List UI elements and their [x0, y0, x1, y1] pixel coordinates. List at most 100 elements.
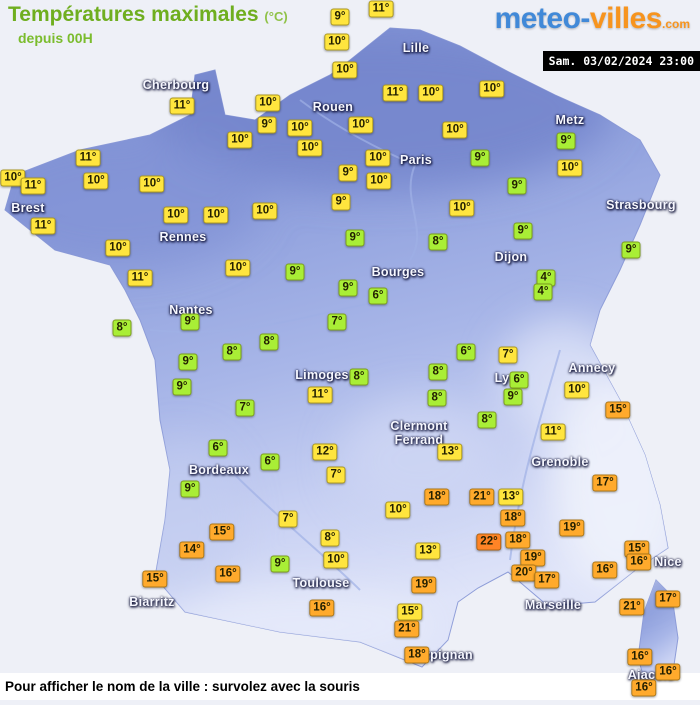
temp-badge[interactable]: 11°: [368, 0, 394, 18]
temp-badge[interactable]: 9°: [330, 8, 350, 26]
temp-badge[interactable]: 7°: [326, 466, 346, 484]
temp-badge[interactable]: 9°: [285, 263, 305, 281]
temp-badge[interactable]: 8°: [259, 333, 279, 351]
temp-badge[interactable]: 13°: [437, 443, 463, 461]
temp-badge[interactable]: 16°: [655, 663, 681, 681]
temp-badge[interactable]: 8°: [427, 389, 447, 407]
temp-badge[interactable]: 13°: [415, 542, 441, 560]
temp-badge[interactable]: 9°: [180, 480, 200, 498]
temp-badge[interactable]: 9°: [507, 177, 527, 195]
temp-badge[interactable]: 15°: [142, 570, 168, 588]
temp-badge[interactable]: 7°: [278, 510, 298, 528]
temp-badge[interactable]: 10°: [203, 206, 229, 224]
temp-badge[interactable]: 21°: [394, 620, 420, 638]
temp-badge[interactable]: 10°: [332, 61, 358, 79]
temp-badge[interactable]: 10°: [105, 239, 131, 257]
temp-badge[interactable]: 7°: [327, 313, 347, 331]
temp-badge[interactable]: 11°: [540, 423, 566, 441]
temp-badge[interactable]: 9°: [178, 353, 198, 371]
temp-badge[interactable]: 11°: [30, 217, 56, 235]
temp-badge[interactable]: 10°: [365, 149, 391, 167]
temp-badge[interactable]: 10°: [479, 80, 505, 98]
temp-badge[interactable]: 10°: [225, 259, 251, 277]
temp-badge[interactable]: 9°: [621, 241, 641, 259]
temp-badge[interactable]: 10°: [83, 172, 109, 190]
temp-badge[interactable]: 10°: [297, 139, 323, 157]
temp-badge[interactable]: 9°: [338, 279, 358, 297]
temp-badge[interactable]: 10°: [252, 202, 278, 220]
temp-badge[interactable]: 10°: [442, 121, 468, 139]
temp-badge[interactable]: 15°: [605, 401, 631, 419]
temp-badge[interactable]: 9°: [270, 555, 290, 573]
temp-badge[interactable]: 11°: [20, 177, 46, 195]
temp-badge[interactable]: 11°: [382, 84, 408, 102]
temp-badge[interactable]: 17°: [592, 474, 618, 492]
temp-badge[interactable]: 16°: [627, 648, 653, 666]
temp-badge[interactable]: 6°: [509, 371, 529, 389]
temp-badge[interactable]: 9°: [470, 149, 490, 167]
temp-badge[interactable]: 16°: [309, 599, 335, 617]
temp-badge[interactable]: 16°: [626, 553, 652, 571]
temp-badge[interactable]: 10°: [564, 381, 590, 399]
temp-badge[interactable]: 9°: [513, 222, 533, 240]
temp-badge[interactable]: 6°: [368, 287, 388, 305]
temp-badge[interactable]: 13°: [498, 488, 524, 506]
temp-badge[interactable]: 9°: [257, 116, 277, 134]
temp-badge[interactable]: 12°: [312, 443, 338, 461]
temp-badge[interactable]: 10°: [366, 172, 392, 190]
temp-badge[interactable]: 10°: [255, 94, 281, 112]
temp-badge[interactable]: 8°: [349, 368, 369, 386]
temp-badge[interactable]: 8°: [428, 363, 448, 381]
temp-badge[interactable]: 11°: [307, 386, 333, 404]
temp-badge[interactable]: 10°: [449, 199, 475, 217]
temp-badge[interactable]: 8°: [320, 529, 340, 547]
temp-badge[interactable]: 15°: [397, 603, 423, 621]
temp-badge[interactable]: 10°: [139, 175, 165, 193]
temp-badge[interactable]: 19°: [520, 549, 546, 567]
temp-badge[interactable]: 10°: [163, 206, 189, 224]
temp-badge[interactable]: 21°: [469, 488, 495, 506]
temp-badge[interactable]: 20°: [511, 564, 537, 582]
temp-badge[interactable]: 14°: [179, 541, 205, 559]
temp-badge[interactable]: 9°: [503, 388, 523, 406]
temp-badge[interactable]: 7°: [235, 399, 255, 417]
temp-badge[interactable]: 10°: [227, 131, 253, 149]
temp-badge[interactable]: 9°: [180, 313, 200, 331]
temp-badge[interactable]: 7°: [498, 346, 518, 364]
temp-badge[interactable]: 15°: [209, 523, 235, 541]
temp-badge[interactable]: 16°: [592, 561, 618, 579]
meteo-villes-logo[interactable]: meteo-villes.com: [495, 2, 690, 36]
temp-badge[interactable]: 4°: [533, 283, 553, 301]
temp-badge[interactable]: 19°: [559, 519, 585, 537]
temp-badge[interactable]: 22°: [476, 533, 502, 551]
temp-badge[interactable]: 9°: [172, 378, 192, 396]
temp-badge[interactable]: 18°: [424, 488, 450, 506]
temp-badge[interactable]: 17°: [655, 590, 681, 608]
temp-badge[interactable]: 10°: [324, 33, 350, 51]
temp-badge[interactable]: 9°: [556, 132, 576, 150]
temp-badge[interactable]: 16°: [631, 679, 657, 697]
temp-badge[interactable]: 18°: [404, 646, 430, 664]
temp-badge[interactable]: 19°: [411, 576, 437, 594]
temp-badge[interactable]: 15°: [624, 540, 650, 558]
temp-badge[interactable]: 6°: [208, 439, 228, 457]
temp-badge[interactable]: 18°: [505, 531, 531, 549]
temp-badge[interactable]: 10°: [323, 551, 349, 569]
temp-badge[interactable]: 8°: [222, 343, 242, 361]
temp-badge[interactable]: 17°: [534, 571, 560, 589]
temp-badge[interactable]: 10°: [385, 501, 411, 519]
temp-badge[interactable]: 10°: [0, 169, 26, 187]
temp-badge[interactable]: 8°: [112, 319, 132, 337]
temp-badge[interactable]: 11°: [75, 149, 101, 167]
temp-badge[interactable]: 10°: [348, 116, 374, 134]
temp-badge[interactable]: 21°: [619, 598, 645, 616]
temp-badge[interactable]: 9°: [331, 193, 351, 211]
temp-badge[interactable]: 10°: [418, 84, 444, 102]
temp-badge[interactable]: 8°: [428, 233, 448, 251]
temp-badge[interactable]: 16°: [215, 565, 241, 583]
temp-badge[interactable]: 6°: [260, 453, 280, 471]
temp-badge[interactable]: 18°: [500, 509, 526, 527]
temp-badge[interactable]: 11°: [169, 97, 195, 115]
temp-badge[interactable]: 10°: [287, 119, 313, 137]
temp-badge[interactable]: 11°: [127, 269, 153, 287]
